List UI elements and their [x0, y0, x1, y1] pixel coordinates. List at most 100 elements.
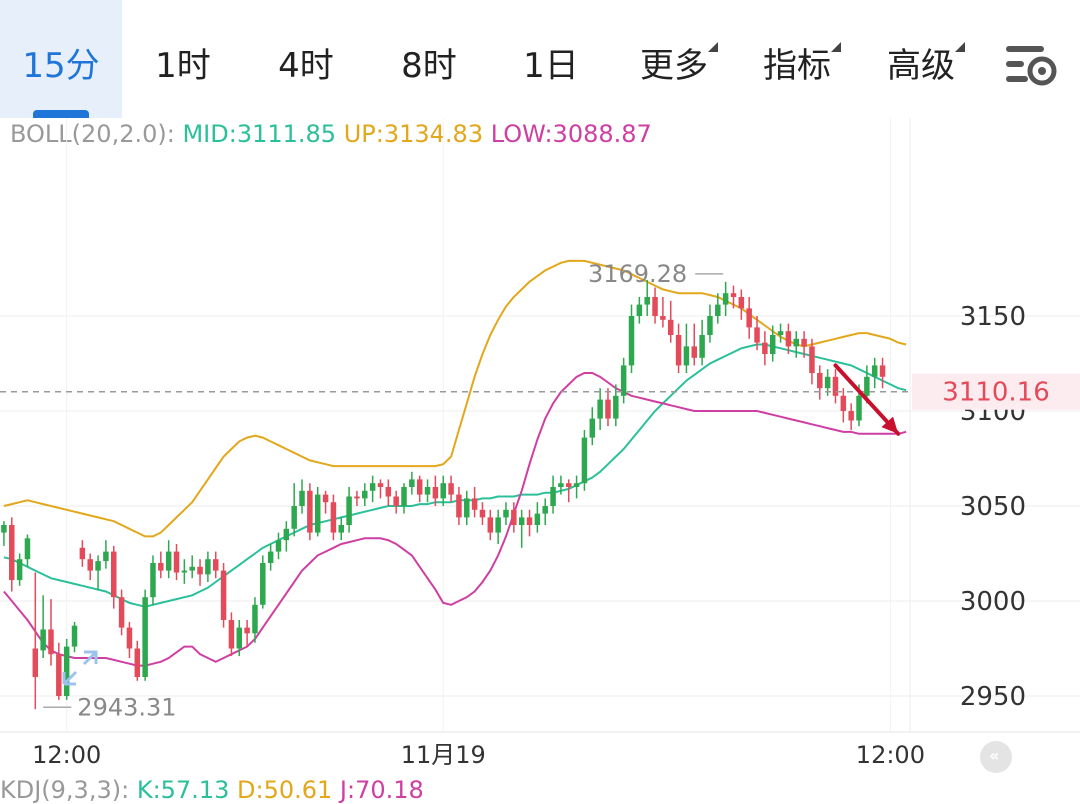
candle-body: [871, 365, 878, 377]
candle-body: [636, 304, 643, 316]
candle-body: [440, 483, 446, 499]
current-price-tag: [912, 373, 1080, 410]
candle-body: [416, 479, 423, 495]
candle-body: [338, 525, 344, 533]
candle-body: [448, 483, 454, 495]
candle-body: [260, 563, 266, 605]
candle-body: [832, 376, 839, 396]
current-price-label: 3110.16: [942, 378, 1050, 408]
tab-5[interactable]: 更多: [613, 0, 735, 118]
candle-body: [32, 648, 39, 677]
expand-icon[interactable]: [62, 650, 98, 686]
y-tick-label: 2950: [960, 682, 1026, 712]
candle-body: [369, 483, 376, 491]
candle-body: [173, 551, 180, 573]
candle-body: [722, 293, 729, 305]
boll-mid: MID:3111.85: [182, 120, 337, 148]
tab-label: 高级: [887, 42, 965, 86]
candle-body: [275, 540, 282, 552]
candle-body: [856, 395, 862, 421]
candle-body: [746, 308, 752, 328]
kdj-name: KDJ(9,3,3):: [0, 776, 130, 804]
candle-body: [769, 335, 776, 354]
candle-body: [220, 570, 227, 620]
candle-body: [518, 517, 525, 525]
y-tick-label: 3000: [960, 587, 1026, 617]
candle-body: [48, 629, 54, 655]
candle-body: [158, 563, 164, 571]
candle-body: [118, 597, 125, 628]
candle-body: [346, 496, 352, 525]
candle-body: [291, 506, 297, 529]
tab-7[interactable]: 高级: [860, 0, 982, 118]
candle-body: [205, 559, 211, 575]
high-price-label: 3169.28: [588, 260, 687, 288]
candle-body: [24, 538, 31, 560]
candle-body: [95, 561, 101, 571]
tab-4[interactable]: 1日: [490, 0, 612, 118]
dropdown-triangle-icon: [955, 42, 965, 52]
tab-3[interactable]: 8时: [368, 0, 490, 118]
candle-body: [362, 490, 368, 499]
tab-label: 15分: [22, 46, 100, 86]
candle-body: [691, 346, 698, 358]
candle-body: [817, 373, 823, 389]
candle-body: [111, 551, 117, 598]
candle-body: [79, 547, 86, 560]
candle-body: [424, 487, 431, 495]
candle-body: [330, 502, 337, 533]
candle-body: [385, 487, 392, 497]
candle-body: [377, 483, 384, 487]
candle-body: [142, 597, 148, 677]
candle-body: [503, 509, 509, 518]
candle-body: [479, 509, 486, 518]
candle-body: [573, 483, 580, 487]
candle-body: [134, 648, 141, 677]
candle-body: [652, 297, 658, 316]
candle-body: [236, 627, 243, 649]
candle-body: [613, 395, 619, 419]
tab-6[interactable]: 指标: [736, 0, 858, 118]
candle-body: [793, 338, 799, 347]
tab-1[interactable]: 1时: [122, 0, 244, 118]
candle-body: [683, 346, 690, 366]
tab-label: 指标: [763, 42, 841, 86]
kdj-j: J:70.18: [339, 776, 424, 804]
tab-label: 4时: [278, 46, 334, 86]
candle-body: [487, 517, 494, 533]
candle-body: [267, 551, 274, 563]
low-price-label: 2943.31: [77, 693, 176, 721]
candle-body: [628, 316, 635, 366]
candle-body: [511, 509, 517, 525]
candle-body: [495, 517, 501, 533]
candle-body: [620, 365, 627, 396]
active-tab-indicator: [33, 110, 89, 118]
candle-body: [150, 563, 156, 598]
candle-body: [597, 399, 603, 419]
candle-body: [762, 342, 768, 354]
candle-body: [165, 551, 172, 571]
x-tick-label: 12:00: [856, 741, 925, 769]
candle-body: [699, 335, 705, 358]
candle-body: [283, 528, 290, 541]
tab-0[interactable]: 15分: [0, 0, 122, 118]
candle-body: [9, 525, 15, 581]
candle-body: [581, 437, 588, 484]
candle-body: [542, 506, 548, 514]
candle-body: [715, 304, 721, 316]
candle-body: [605, 399, 611, 419]
candle-body: [809, 346, 815, 373]
candle-body: [589, 418, 596, 438]
chart-settings-icon[interactable]: [1000, 40, 1060, 92]
candle-body: [212, 559, 219, 571]
x-tick-label: 12:00: [32, 741, 101, 769]
candle-body: [393, 496, 399, 506]
candle-body: [777, 331, 784, 335]
jump-to-latest-button[interactable]: «: [980, 741, 1012, 773]
candle-body: [252, 604, 258, 634]
candle-body: [667, 319, 674, 335]
candle-body: [456, 494, 462, 518]
candle-body: [730, 293, 737, 297]
tab-2[interactable]: 4时: [245, 0, 367, 118]
